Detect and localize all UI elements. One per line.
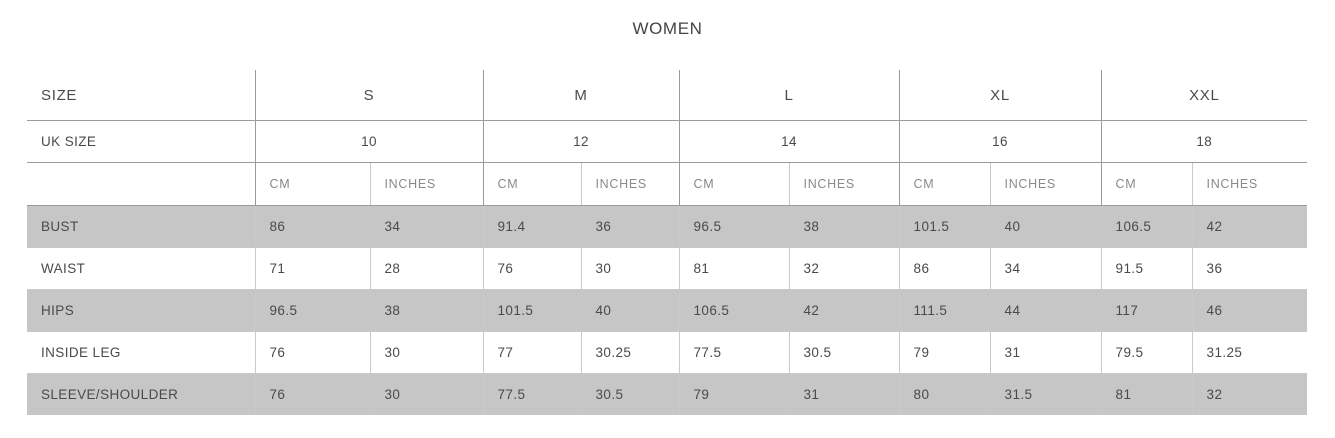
unit-header-inches-xxl: INCHES — [1191, 162, 1308, 206]
measurement-value-cm: 106.5 — [1100, 205, 1193, 248]
unit-header-cm-m: CM — [482, 162, 581, 206]
page-title: WOMEN — [632, 19, 703, 38]
uk-size-xl: 16 — [898, 120, 1102, 163]
row-label-uk-size: UK SIZE — [27, 120, 255, 163]
measurement-value-cm: 76 — [254, 373, 370, 415]
uk-size-xxl: 18 — [1100, 120, 1308, 163]
measurement-value-cm: 79.5 — [1100, 331, 1193, 374]
measurement-value-inches: 30.5 — [788, 331, 900, 374]
measurement-value-cm: 77.5 — [482, 373, 581, 415]
measurement-value-cm: 106.5 — [678, 289, 790, 332]
measurement-value-cm: 91.4 — [482, 205, 581, 248]
measurement-value-cm: 77.5 — [678, 331, 790, 374]
measurement-label: WAIST — [27, 247, 255, 290]
measurement-value-cm: 111.5 — [898, 289, 991, 332]
measurement-value-inches: 30.5 — [580, 373, 680, 415]
measurement-value-cm: 96.5 — [678, 205, 790, 248]
table-row: WAIST 71 28 76 30 81 32 86 34 91.5 36 — [27, 247, 1308, 290]
size-group-header-xl: XL — [898, 70, 1102, 121]
measurement-value-cm: 77 — [482, 331, 581, 374]
measurement-value-inches: 32 — [1191, 373, 1308, 415]
measurement-value-inches: 36 — [1191, 247, 1308, 290]
measurement-value-inches: 34 — [989, 247, 1102, 290]
measurement-value-inches: 36 — [580, 205, 680, 248]
measurement-value-inches: 34 — [369, 205, 483, 248]
unit-header-inches-s: INCHES — [369, 162, 483, 206]
measurement-value-inches: 32 — [788, 247, 900, 290]
measurement-value-inches: 40 — [580, 289, 680, 332]
measurement-value-inches: 40 — [989, 205, 1102, 248]
table-row-uk-size: UK SIZE 10 12 14 16 18 — [27, 120, 1308, 163]
size-group-header-s: S — [254, 70, 483, 121]
unit-header-inches-xl: INCHES — [989, 162, 1102, 206]
measurement-label: HIPS — [27, 289, 255, 332]
measurement-value-cm: 117 — [1100, 289, 1193, 332]
size-chart-container: SIZE S M L XL XXL UK SIZE 10 12 14 16 18… — [27, 70, 1308, 415]
size-group-header-m: M — [482, 70, 680, 121]
measurement-value-inches: 31.25 — [1191, 331, 1308, 374]
measurement-value-cm: 86 — [254, 205, 370, 248]
measurement-value-inches: 38 — [369, 289, 483, 332]
measurement-value-cm: 101.5 — [898, 205, 991, 248]
measurement-value-cm: 81 — [1100, 373, 1193, 415]
measurement-value-cm: 80 — [898, 373, 991, 415]
unit-header-cm-s: CM — [254, 162, 370, 206]
measurement-value-inches: 28 — [369, 247, 483, 290]
table-row-size-header: SIZE S M L XL XXL — [27, 70, 1308, 121]
measurement-value-inches: 30.25 — [580, 331, 680, 374]
unit-header-cm-xxl: CM — [1100, 162, 1193, 206]
measurement-label: SLEEVE/SHOULDER — [27, 373, 255, 415]
measurement-value-inches: 31 — [989, 331, 1102, 374]
unit-header-inches-m: INCHES — [580, 162, 680, 206]
measurement-label: INSIDE LEG — [27, 331, 255, 374]
table-row: BUST 86 34 91.4 36 96.5 38 101.5 40 106.… — [27, 205, 1308, 248]
table-row: INSIDE LEG 76 30 77 30.25 77.5 30.5 79 3… — [27, 331, 1308, 374]
measurement-value-cm: 76 — [482, 247, 581, 290]
unit-header-cm-xl: CM — [898, 162, 991, 206]
table-row-units: CM INCHES CM INCHES CM INCHES CM INCHES … — [27, 162, 1308, 206]
measurement-value-inches: 30 — [580, 247, 680, 290]
table-row: SLEEVE/SHOULDER 76 30 77.5 30.5 79 31 80… — [27, 373, 1308, 415]
measurement-value-cm: 96.5 — [254, 289, 370, 332]
size-group-header-l: L — [678, 70, 900, 121]
measurement-value-inches: 46 — [1191, 289, 1308, 332]
uk-size-l: 14 — [678, 120, 900, 163]
measurement-value-cm: 71 — [254, 247, 370, 290]
measurement-value-inches: 38 — [788, 205, 900, 248]
row-label-units-blank — [27, 162, 255, 206]
measurement-value-inches: 31 — [788, 373, 900, 415]
measurement-value-inches: 42 — [1191, 205, 1308, 248]
measurement-value-cm: 81 — [678, 247, 790, 290]
table-row: HIPS 96.5 38 101.5 40 106.5 42 111.5 44 … — [27, 289, 1308, 332]
size-chart-table: SIZE S M L XL XXL UK SIZE 10 12 14 16 18… — [27, 70, 1308, 415]
uk-size-m: 12 — [482, 120, 680, 163]
measurement-value-cm: 79 — [898, 331, 991, 374]
measurement-label: BUST — [27, 205, 255, 248]
measurement-value-inches: 42 — [788, 289, 900, 332]
measurement-value-cm: 86 — [898, 247, 991, 290]
measurement-value-cm: 101.5 — [482, 289, 581, 332]
size-group-header-xxl: XXL — [1100, 70, 1308, 121]
measurement-value-inches: 30 — [369, 331, 483, 374]
uk-size-s: 10 — [254, 120, 483, 163]
measurement-value-cm: 76 — [254, 331, 370, 374]
measurement-value-inches: 31.5 — [989, 373, 1102, 415]
measurement-value-inches: 44 — [989, 289, 1102, 332]
measurement-value-cm: 91.5 — [1100, 247, 1193, 290]
row-label-size: SIZE — [27, 70, 255, 121]
unit-header-cm-l: CM — [678, 162, 790, 206]
measurement-value-cm: 79 — [678, 373, 790, 415]
unit-header-inches-l: INCHES — [788, 162, 900, 206]
measurement-value-inches: 30 — [369, 373, 483, 415]
